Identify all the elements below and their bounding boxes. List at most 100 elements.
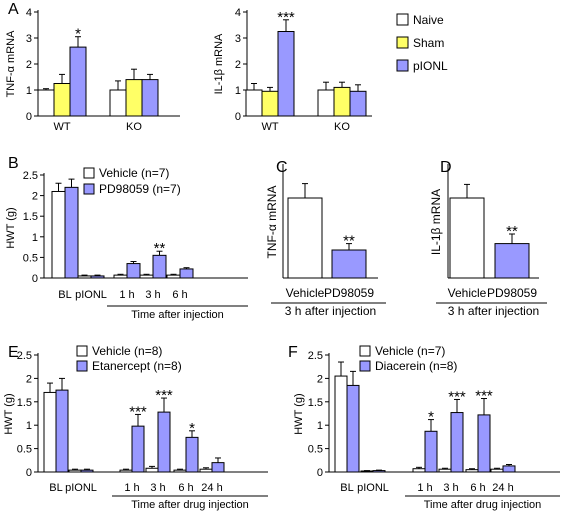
bar <box>173 469 187 473</box>
significance-marker: ** <box>343 233 355 250</box>
bar <box>55 389 69 473</box>
bar <box>157 411 171 473</box>
y-tick-label: 0.5 <box>17 444 32 456</box>
x-tick-label: PD98059 <box>324 286 374 300</box>
bar <box>477 414 491 473</box>
panel-label-D: D <box>440 159 452 176</box>
bar <box>287 197 323 279</box>
y-tick-label: 1.5 <box>308 397 323 409</box>
x-tick-label: BL <box>340 482 353 494</box>
bar <box>131 425 145 473</box>
y-tick-label: 0 <box>26 467 32 479</box>
significance-marker: ** <box>506 223 518 240</box>
bar <box>43 391 57 473</box>
significance-marker: * <box>75 26 81 43</box>
bar <box>465 469 479 473</box>
bar <box>51 190 66 279</box>
y-tick-label: 3 <box>26 33 32 45</box>
bar <box>64 186 79 279</box>
x-tick-label: 1 h <box>124 482 139 494</box>
y-tick-label: 2 <box>32 191 38 203</box>
y-tick-label: 1.5 <box>23 211 38 223</box>
legend-label: Naive <box>413 13 444 27</box>
bar <box>424 430 438 473</box>
y-axis-label: HWT (g) <box>293 393 305 434</box>
bar <box>449 197 485 279</box>
bar <box>152 254 167 279</box>
x-tick-label: Vehicle <box>286 286 325 300</box>
x-tick-label: pIONL <box>75 289 107 301</box>
x-tick-label: WT <box>53 121 70 133</box>
y-axis-label: IL-1β mRNA <box>429 189 443 255</box>
bar <box>502 465 516 473</box>
x-tick-label: 1 h <box>417 482 432 494</box>
legend-swatch <box>76 360 88 372</box>
x-tick-label: 3 h <box>145 289 160 301</box>
bar <box>261 90 279 117</box>
x-tick-label: 6 h <box>178 482 193 494</box>
bar <box>145 467 159 473</box>
x-tick-label: 24 h <box>492 482 513 494</box>
bar <box>277 31 295 117</box>
y-tick-label: 4 <box>26 7 32 19</box>
bar <box>77 275 92 279</box>
bar <box>334 375 348 473</box>
bar <box>211 462 225 473</box>
panel-label-C: C <box>276 159 288 176</box>
y-tick-label: 2.5 <box>308 350 323 362</box>
bar <box>199 468 213 473</box>
y-tick-label: 1.5 <box>17 397 32 409</box>
legend-label: Sham <box>413 36 444 50</box>
x-tick-label: 6 h <box>172 289 187 301</box>
x-tick-label: PD98059 <box>487 286 537 300</box>
x-axis-label: 3 h after injection <box>285 304 376 318</box>
bar <box>438 468 452 473</box>
bar <box>166 274 181 279</box>
x-axis-label: Time after injection <box>131 309 224 321</box>
significance-marker: *** <box>475 388 493 405</box>
y-tick-label: 3 <box>235 33 241 45</box>
y-tick-label: 2 <box>235 59 241 71</box>
bar <box>139 274 154 279</box>
legend-swatch <box>76 345 88 357</box>
bar <box>109 89 127 117</box>
y-tick-label: 2.5 <box>17 350 32 362</box>
y-tick-label: 0 <box>235 111 241 123</box>
bar <box>80 469 94 473</box>
legend-label: Vehicle (n=7) <box>375 344 445 358</box>
legend-swatch <box>83 167 95 179</box>
bar <box>360 470 374 473</box>
x-tick-label: BL <box>49 482 62 494</box>
bar <box>90 275 105 279</box>
y-axis-label: HWT (g) <box>5 207 17 248</box>
bar <box>141 79 159 117</box>
y-tick-label: 0 <box>317 467 323 479</box>
significance-marker: * <box>428 409 434 426</box>
bar <box>450 412 464 473</box>
bar <box>317 89 335 117</box>
x-tick-label: BL <box>58 289 71 301</box>
legend-swatch <box>396 13 409 26</box>
significance-marker: *** <box>277 9 295 26</box>
x-tick-label: KO <box>126 121 142 133</box>
legend-label: PD98059 (n=7) <box>99 182 181 196</box>
legend-label: Vehicle (n=8) <box>92 344 162 358</box>
legend-label: Etanercept (n=8) <box>92 359 182 373</box>
bar <box>185 436 199 473</box>
bar <box>126 263 141 279</box>
x-tick-label: 3 h <box>150 482 165 494</box>
legend-swatch <box>83 183 95 195</box>
panel-label-F: F <box>288 344 298 361</box>
bar <box>346 384 360 473</box>
bar <box>125 79 143 117</box>
x-tick-label: 3 h <box>443 482 458 494</box>
x-tick-label: Vehicle <box>448 286 487 300</box>
panel-label-A: A <box>8 1 19 18</box>
bar <box>349 90 367 117</box>
bar <box>412 468 426 473</box>
y-tick-label: 1 <box>32 232 38 244</box>
significance-marker: *** <box>448 388 466 405</box>
x-axis-label: Time after drug injection <box>424 499 542 511</box>
x-tick-label: pIONL <box>357 482 389 494</box>
x-tick-label: pIONL <box>65 482 97 494</box>
